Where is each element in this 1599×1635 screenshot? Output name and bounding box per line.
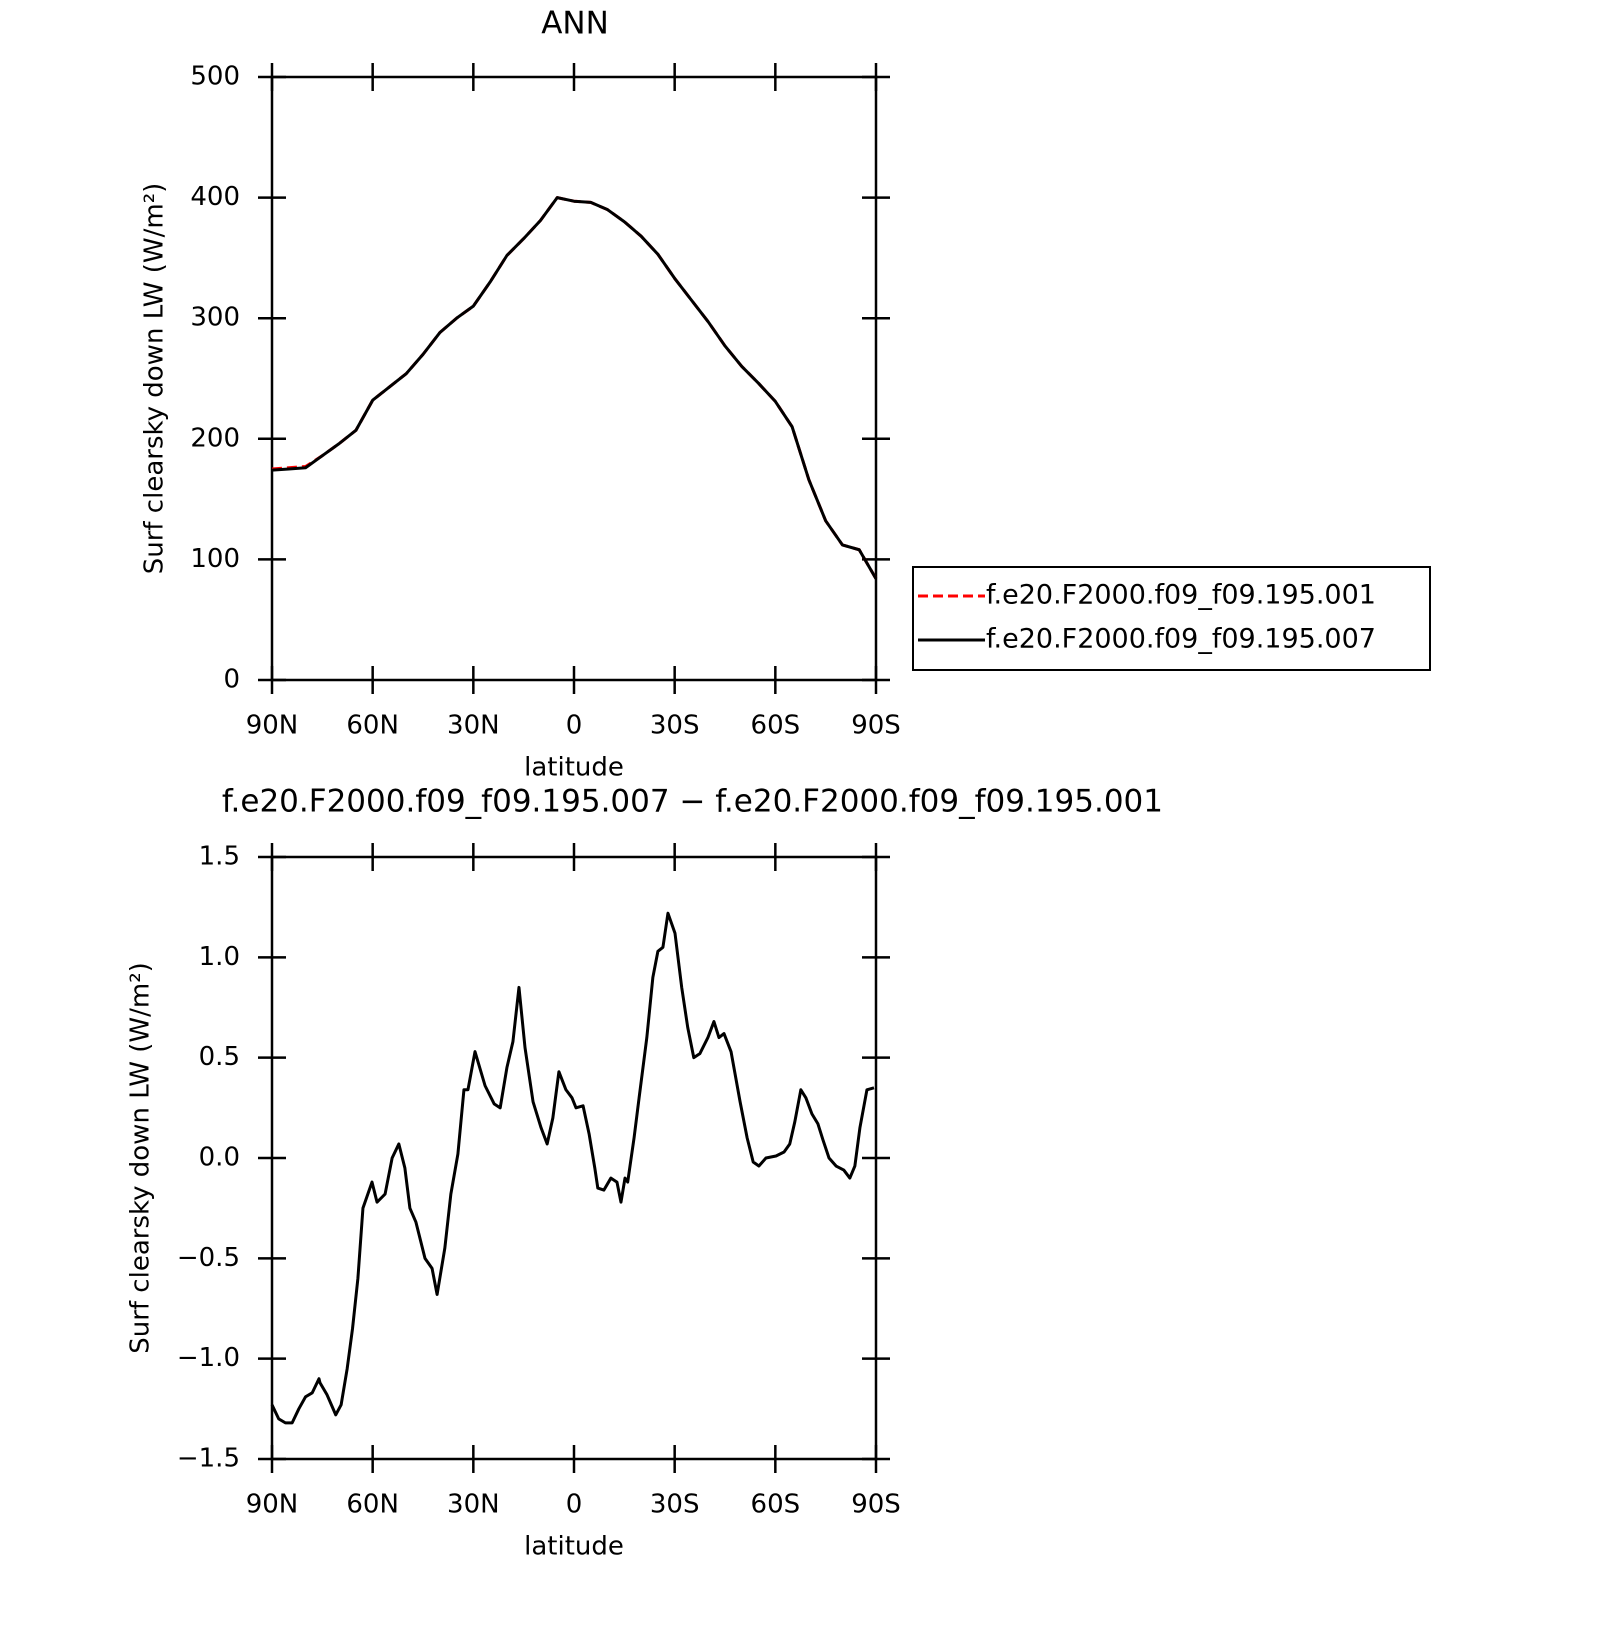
x-tick-label: 30N	[447, 1490, 500, 1520]
x-tick-label: 0	[566, 711, 583, 741]
y-tick-label: 200	[190, 423, 240, 453]
y-axis-label: Surf clearsky down LW (W/m²)	[126, 962, 156, 1354]
x-axis-label: latitude	[524, 1532, 624, 1562]
y-tick-label: 300	[190, 303, 240, 333]
y-axis-label: Surf clearsky down LW (W/m²)	[140, 183, 170, 575]
plot-frame	[270, 75, 878, 682]
x-tick-label: 30N	[447, 711, 500, 741]
x-axis-label: latitude	[524, 753, 624, 783]
y-tick-label: 1.5	[199, 842, 240, 872]
y-tick-label: 500	[190, 62, 240, 92]
x-tick-label: 60N	[346, 1490, 399, 1520]
chart-title: f.e20.F2000.f09_f09.195.007 − f.e20.F200…	[222, 784, 1163, 820]
y-tick-label: 100	[190, 544, 240, 574]
y-tick-label: −0.5	[177, 1243, 240, 1273]
x-tick-label: 90S	[851, 1490, 901, 1520]
x-tick-label: 60S	[751, 711, 801, 741]
y-tick-label: 0	[223, 665, 240, 695]
y-tick-label: −1.0	[177, 1343, 240, 1373]
series-line	[271, 196, 878, 580]
legend-box	[912, 566, 1431, 671]
y-tick-label: 0.5	[199, 1042, 240, 1072]
x-tick-label: 30S	[650, 711, 700, 741]
y-tick-label: −1.5	[177, 1444, 240, 1474]
y-tick-label: 0.0	[199, 1143, 240, 1173]
chart-title: ANN	[541, 6, 609, 42]
series-line	[271, 196, 878, 580]
x-tick-label: 0	[566, 1490, 583, 1520]
plot-frame	[270, 855, 878, 1461]
x-tick-label: 90N	[246, 711, 299, 741]
legend-text: f.e20.F2000.f09_f09.195.001	[986, 580, 1376, 611]
x-tick-label: 60N	[346, 711, 399, 741]
x-tick-label: 90S	[851, 711, 901, 741]
x-tick-label: 30S	[650, 1490, 700, 1520]
series-line	[270, 911, 875, 1425]
y-tick-label: 400	[190, 182, 240, 212]
y-tick-label: 1.0	[199, 942, 240, 972]
x-tick-label: 60S	[751, 1490, 801, 1520]
legend-text: f.e20.F2000.f09_f09.195.007	[986, 624, 1376, 655]
x-tick-label: 90N	[246, 1490, 299, 1520]
